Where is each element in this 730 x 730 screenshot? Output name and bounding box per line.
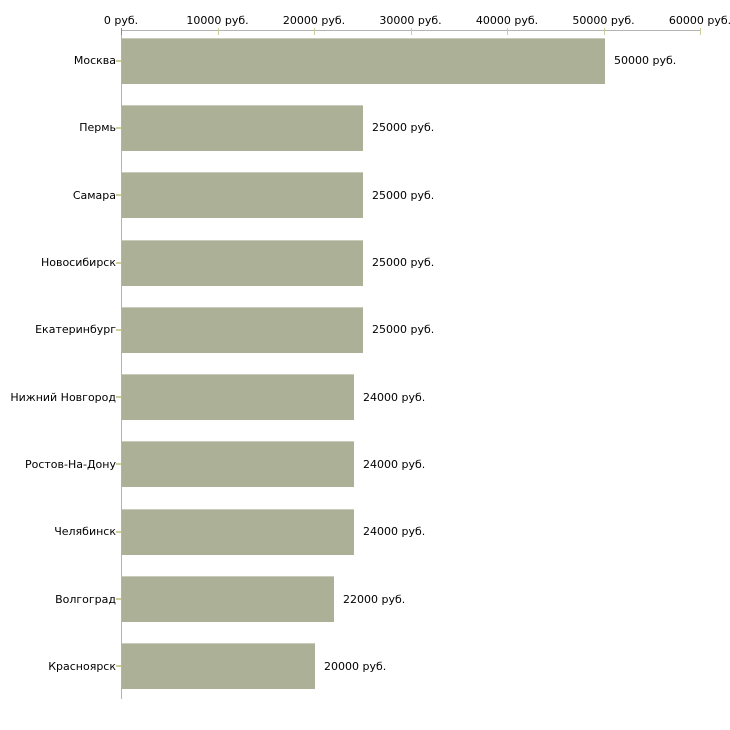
category-label: Красноярск [48, 659, 116, 673]
x-tick-mark [603, 28, 605, 35]
category-label: Самара [72, 188, 116, 202]
y-tick-mark [116, 194, 121, 197]
bar [122, 306, 363, 353]
x-axis-ticks: 0 руб. 10000 руб. 20000 руб. 30000 руб. … [0, 0, 730, 40]
bar [122, 508, 354, 555]
x-tick-mark [700, 28, 701, 35]
bar-row: Волгоград 22000 руб. [0, 565, 730, 632]
bar [122, 37, 605, 84]
bar-row: Самара 25000 руб. [0, 162, 730, 229]
x-tick-label: 0 руб. [103, 14, 139, 27]
y-axis-line [121, 30, 122, 699]
plot-area: Москва 50000 руб. Пермь 25000 руб. Самар… [0, 27, 730, 700]
bar [122, 441, 354, 488]
x-tick-mark [121, 28, 122, 35]
category-label: Челябинск [54, 525, 116, 539]
value-label: 25000 руб. [372, 323, 435, 337]
x-tick-mark [217, 28, 219, 35]
bar-row: Пермь 25000 руб. [0, 94, 730, 161]
bar [122, 239, 363, 286]
category-label: Новосибирск [40, 256, 116, 270]
value-label: 25000 руб. [372, 121, 435, 135]
y-tick-mark [116, 665, 121, 668]
bar [122, 172, 363, 219]
category-label: Ростов-На-Дону [24, 457, 116, 471]
value-label: 24000 руб. [363, 457, 426, 471]
y-tick-mark [116, 328, 121, 331]
value-label: 25000 руб. [372, 188, 435, 202]
category-label: Волгоград [55, 592, 116, 606]
x-tick-label: 10000 руб. [186, 14, 249, 27]
y-tick-mark [116, 59, 121, 62]
bar-row: Екатеринбург 25000 руб. [0, 296, 730, 363]
bar-row: Новосибирск 25000 руб. [0, 229, 730, 296]
y-tick-mark [116, 530, 121, 533]
x-tick-label: 40000 руб. [475, 14, 539, 27]
x-tick-mark [314, 28, 315, 35]
value-label: 22000 руб. [343, 592, 406, 606]
bar-row: Красноярск 20000 руб. [0, 633, 730, 700]
bar-row: Москва 50000 руб. [0, 27, 730, 94]
value-label: 25000 руб. [372, 256, 435, 270]
x-tick-label: 60000 руб. [668, 14, 730, 27]
value-label: 24000 руб. [363, 525, 426, 539]
bar-row: Ростов-На-Дону 24000 руб. [0, 431, 730, 498]
y-tick-mark [116, 598, 121, 601]
x-tick-label: 50000 руб. [572, 14, 635, 27]
bar [122, 643, 315, 690]
y-tick-mark [116, 463, 121, 466]
y-tick-mark [116, 261, 121, 264]
bar-row: Челябинск 24000 руб. [0, 498, 730, 565]
bar [122, 576, 334, 623]
x-tick-mark [507, 28, 508, 35]
category-label: Екатеринбург [35, 323, 116, 337]
category-label: Нижний Новгород [10, 390, 116, 404]
x-tick-label: 30000 руб. [379, 14, 442, 27]
y-tick-mark [116, 126, 121, 129]
x-tick-label: 20000 руб. [282, 14, 346, 27]
x-tick-mark [410, 28, 412, 35]
bar-row: Нижний Новгород 24000 руб. [0, 363, 730, 430]
bar [122, 104, 363, 151]
bar [122, 374, 354, 421]
value-label: 24000 руб. [363, 390, 426, 404]
category-label: Пермь [79, 121, 116, 135]
value-label: 20000 руб. [324, 659, 387, 673]
y-tick-mark [116, 396, 121, 399]
category-label: Москва [73, 54, 116, 68]
value-label: 50000 руб. [614, 54, 677, 68]
